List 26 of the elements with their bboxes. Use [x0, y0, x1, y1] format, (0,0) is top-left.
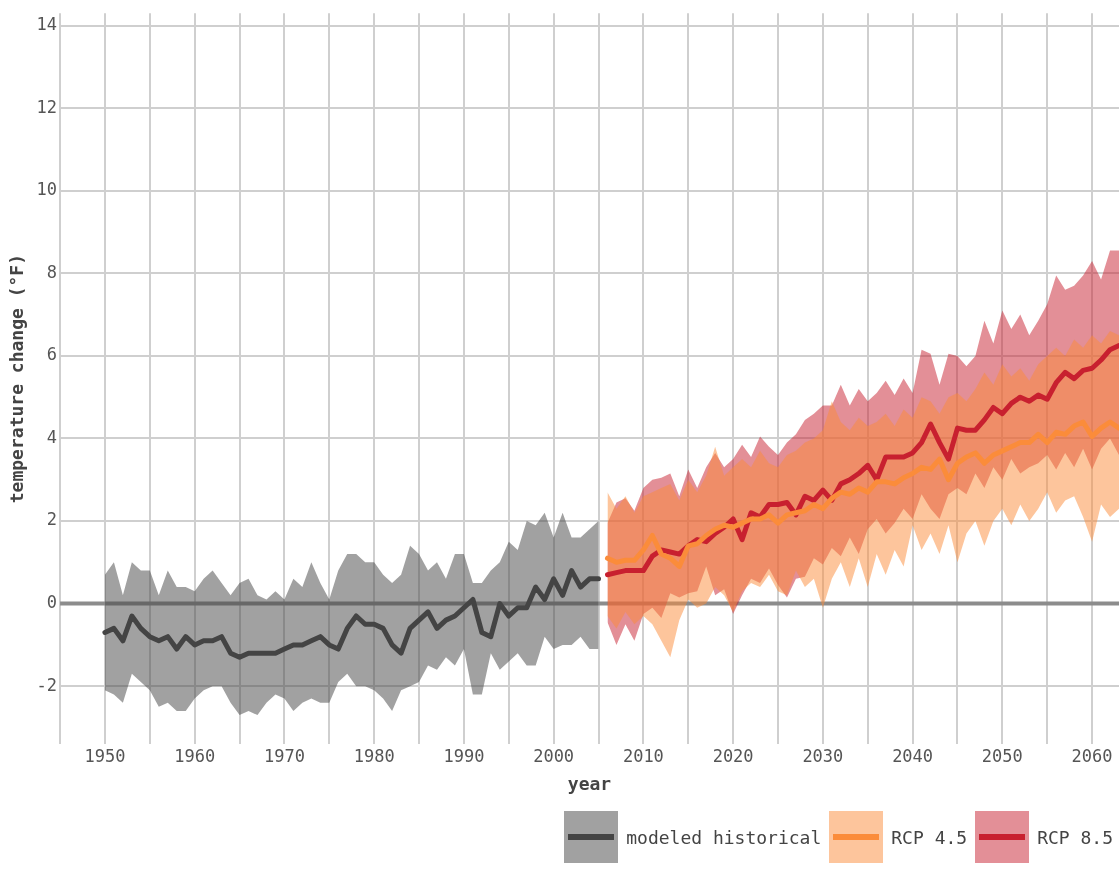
x-axis-title: year: [567, 772, 612, 794]
x-tick-label: 2040: [892, 745, 934, 766]
y-axis-title: temperature change (°F): [6, 253, 28, 504]
y-tick-label: 14: [36, 14, 58, 35]
x-tick-label: 1980: [353, 745, 395, 766]
x-tick-label: 2020: [712, 745, 754, 766]
y-tick-label: 2: [46, 509, 58, 530]
x-tick-label: 2000: [533, 745, 575, 766]
y-tick-label: 8: [46, 261, 58, 282]
y-tick-label: 4: [46, 426, 58, 447]
y-tick-label: 12: [36, 96, 58, 117]
legend-label: RCP 8.5: [1037, 826, 1113, 848]
y-tick-label: 0: [46, 592, 58, 613]
x-tick-label: 1990: [443, 745, 485, 766]
x-tick-label: 2030: [802, 745, 844, 766]
legend-label: RCP 4.5: [891, 826, 968, 848]
x-tick-label: 2050: [981, 745, 1023, 766]
x-tick-label: 1970: [263, 745, 305, 766]
x-tick-label: 2010: [622, 745, 664, 766]
y-tick-label: -2: [36, 674, 58, 695]
x-tick-label: 1960: [174, 745, 216, 766]
y-tick-label: 10: [36, 179, 58, 200]
y-tick-label: 6: [46, 344, 58, 365]
legend-label: modeled historical: [626, 826, 822, 848]
x-tick-label: 2060: [1071, 745, 1113, 766]
x-tick-label: 1950: [84, 745, 126, 766]
